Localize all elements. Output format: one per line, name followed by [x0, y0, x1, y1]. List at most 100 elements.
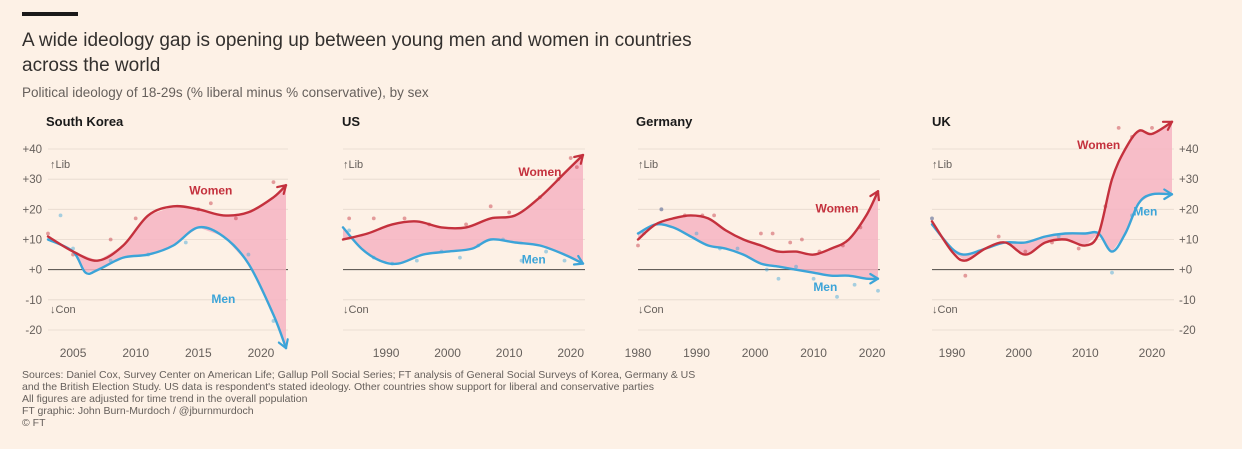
women-point: [930, 216, 934, 221]
x-tick-label: 2000: [434, 346, 461, 360]
men-point: [764, 267, 769, 272]
y-tick-label: -20: [25, 325, 42, 337]
copyright: © FT: [22, 417, 46, 429]
men-arrow: [869, 272, 880, 285]
women-point: [133, 216, 138, 221]
women-point: [963, 273, 968, 278]
men-point: [930, 216, 934, 221]
men-point: [735, 246, 740, 251]
women-point: [208, 201, 213, 206]
y-tick-label: -10: [25, 295, 42, 307]
women-arrow: [573, 153, 585, 165]
women-point: [347, 216, 352, 221]
x-tick-label: 1990: [939, 346, 966, 360]
x-tick-label: 2010: [122, 346, 149, 360]
women-point: [636, 243, 640, 248]
men-point: [544, 249, 548, 254]
panel-title-2: Germany: [636, 114, 693, 129]
y-tick-label: +0: [29, 265, 42, 277]
y-tick-label: +10: [1179, 235, 1199, 247]
gap-area: [638, 191, 878, 279]
x-tick-label: 2010: [1072, 346, 1099, 360]
men-arrow: [1163, 188, 1174, 201]
women-point: [759, 231, 763, 236]
footer-sources: Sources: Daniel Cox, Survey Center on Am…: [22, 369, 1022, 429]
x-tick-label: 1980: [625, 346, 652, 360]
men-label-1: Men: [522, 253, 546, 267]
ft-top-bar: [22, 12, 78, 16]
men-line: [930, 192, 1174, 256]
men-point: [876, 288, 880, 293]
women-point: [712, 213, 716, 218]
men-point: [776, 276, 781, 281]
men-point: [519, 258, 524, 263]
x-tick-label: 2010: [800, 346, 827, 360]
women-point: [371, 216, 376, 221]
women-point: [464, 222, 468, 227]
chart-title: A wide ideology gap is opening up betwee…: [22, 30, 692, 76]
y-tick-label: +40: [1179, 144, 1199, 156]
y-tick-label: +20: [1179, 204, 1199, 216]
women-line: [930, 120, 1174, 262]
lib-label: ↑Lib: [932, 159, 952, 171]
men-point: [562, 258, 567, 263]
x-tick-label: 2020: [1139, 346, 1166, 360]
women-label-2: Women: [815, 201, 858, 215]
men-point: [347, 228, 352, 233]
men-point: [811, 276, 816, 281]
panel-title-1: US: [342, 114, 360, 129]
y-tick-label: +40: [22, 144, 42, 156]
women-point: [1023, 249, 1028, 254]
women-point: [1150, 125, 1154, 130]
y-tick-label: +30: [22, 174, 42, 186]
x-tick-label: 2020: [859, 346, 886, 360]
men-line: [636, 222, 880, 281]
men-label-3: Men: [1133, 204, 1157, 218]
women-point: [402, 216, 407, 221]
women-arrow: [276, 184, 288, 195]
men-point: [694, 231, 699, 236]
method-note: All figures are adjusted for time trend …: [22, 393, 308, 405]
men-label-2: Men: [813, 280, 837, 294]
con-label: ↓Con: [638, 304, 664, 316]
men-line: [46, 225, 288, 350]
women-label-1: Women: [518, 165, 561, 179]
women-point: [1116, 125, 1121, 130]
women-point: [46, 231, 50, 236]
gap-area: [48, 185, 286, 349]
x-tick-label: 2000: [1005, 346, 1032, 360]
men-point: [659, 207, 664, 212]
gap-area: [932, 121, 1172, 261]
men-point: [1056, 234, 1061, 239]
men-point: [183, 240, 188, 245]
women-point: [233, 216, 238, 221]
women-line: [341, 153, 585, 241]
men-point: [852, 282, 857, 287]
source-line-1: Sources: Daniel Cox, Survey Center on Am…: [22, 369, 696, 381]
lib-label: ↑Lib: [343, 159, 363, 171]
con-label: ↓Con: [50, 304, 76, 316]
women-line: [46, 184, 288, 262]
women-point: [574, 165, 579, 170]
men-point: [58, 213, 63, 218]
x-tick-label: 1990: [373, 346, 400, 360]
women-point: [800, 237, 804, 242]
lib-label: ↑Lib: [638, 159, 658, 171]
women-point: [108, 237, 113, 242]
x-tick-label: 2020: [557, 346, 584, 360]
credit-line: FT graphic: John Burn-Murdoch / @jburnmu…: [22, 405, 254, 417]
women-label-3: Women: [1077, 138, 1120, 152]
x-tick-label: 2015: [185, 346, 212, 360]
women-point: [788, 240, 793, 245]
men-point: [1110, 270, 1114, 275]
con-label: ↓Con: [932, 304, 958, 316]
y-tick-label: +30: [1179, 174, 1199, 186]
women-point: [488, 204, 493, 209]
women-line: [636, 190, 880, 256]
small-multiples-chart: South Korea +40 +30 +20 +10 +0 -10 -20 ↑Lib ↓Con 2…: [22, 114, 1199, 360]
women-point: [568, 156, 573, 160]
x-tick-label: 2010: [496, 346, 523, 360]
lib-label: ↑Lib: [50, 159, 70, 171]
x-tick-label: 1990: [683, 346, 710, 360]
y-tick-label: +10: [22, 235, 42, 247]
